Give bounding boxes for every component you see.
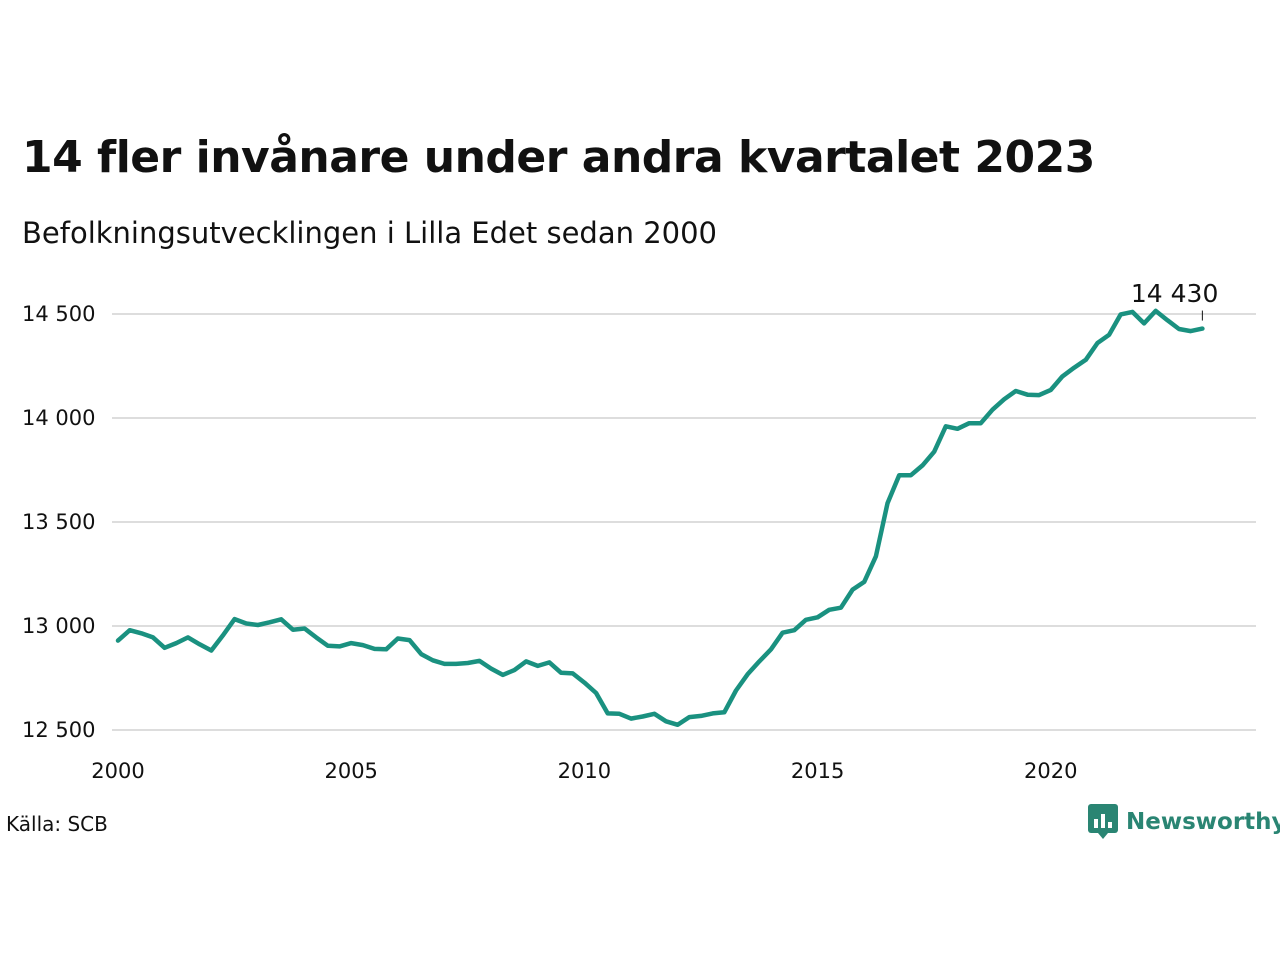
bar-chart-speech-bubble-icon — [1088, 804, 1118, 839]
y-tick-label: 13 000 — [22, 614, 95, 638]
end-value-label: 14 430 — [1131, 279, 1218, 308]
series-line-layer — [115, 308, 1205, 728]
brand-logo: Newsworthy — [1088, 804, 1280, 840]
x-tick-label: 2015 — [791, 759, 844, 783]
x-tick-label: 2010 — [558, 759, 611, 783]
x-tick-label: 2020 — [1024, 759, 1077, 783]
end-label-layer: 14 430 — [1131, 279, 1218, 321]
y-tick-label: 12 500 — [22, 718, 95, 742]
brand-name: Newsworthy — [1126, 809, 1280, 835]
y-tick-label: 14 000 — [22, 406, 95, 430]
gridlines — [112, 313, 1256, 731]
x-axis-labels: 2000 2005 2010 2015 2020 — [91, 759, 1077, 783]
chart-subtitle: Befolkningsutvecklingen i Lilla Edet sed… — [22, 216, 717, 250]
x-tick-label: 2005 — [324, 759, 377, 783]
chart-title: 14 fler invånare under andra kvartalet 2… — [22, 132, 1095, 183]
x-tick-label: 2000 — [91, 759, 144, 783]
population-line — [115, 308, 1205, 728]
y-tick-label: 14 500 — [22, 302, 95, 326]
y-tick-label: 13 500 — [22, 510, 95, 534]
y-axis-labels: 12 500 13 000 13 500 14 000 14 500 — [22, 302, 95, 742]
source-note: Källa: SCB — [6, 812, 108, 836]
